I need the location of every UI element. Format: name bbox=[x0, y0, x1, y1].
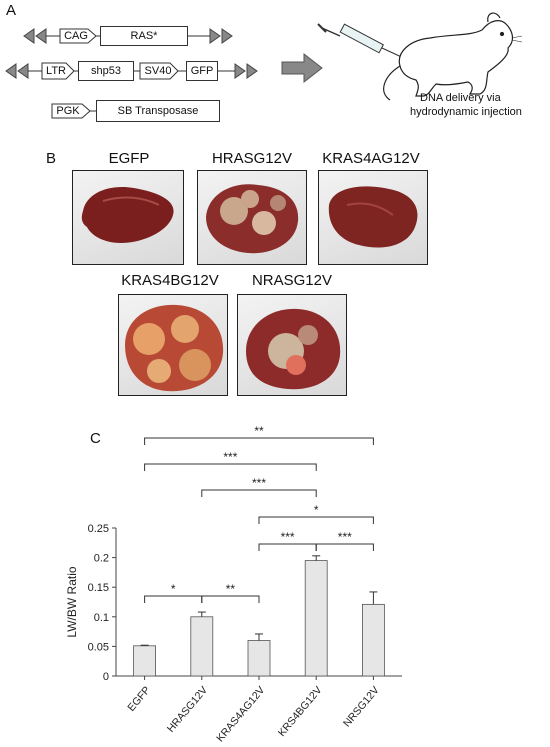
bar bbox=[190, 616, 214, 677]
significance-label: ** bbox=[226, 582, 236, 596]
liver-label-kras4ag12v: KRAS4AG12V bbox=[322, 150, 420, 167]
y-tick-label: 0.05 bbox=[88, 641, 109, 653]
y-tick-label: 0.1 bbox=[94, 612, 109, 624]
construct1-left-itr bbox=[23, 28, 47, 44]
construct2-ltr-arrow bbox=[41, 62, 75, 80]
x-tick-label: NRSG12V bbox=[341, 684, 382, 729]
significance-label: *** bbox=[223, 450, 237, 464]
y-axis-label: LW/BW Ratio bbox=[65, 566, 79, 637]
liver-label-egfp: EGFP bbox=[108, 150, 150, 167]
significance-label: *** bbox=[281, 530, 295, 544]
delivery-text-line2: hydrodynamic injection bbox=[410, 106, 522, 118]
y-tick-label: 0 bbox=[103, 671, 109, 683]
construct-diagrams bbox=[5, 12, 523, 119]
x-tick-label: EGFP bbox=[125, 684, 153, 714]
significance-bracket bbox=[144, 595, 203, 603]
construct3-gene-box: SB Transposase bbox=[96, 100, 220, 122]
liver-label-hrasg12v: HRASG12V bbox=[211, 150, 293, 167]
y-tick-label: 0.2 bbox=[94, 553, 109, 565]
significance-bracket bbox=[201, 595, 260, 603]
construct2-gene-box: shp53 bbox=[78, 61, 134, 81]
significance-label: * bbox=[171, 582, 176, 596]
x-tick-label: HRASG12V bbox=[165, 684, 210, 735]
liver-label-kras4bg12v: KRAS4BG12V bbox=[121, 272, 219, 289]
delivery-text-line1: DNA delivery via bbox=[420, 92, 501, 104]
construct1-promoter-label: CAG bbox=[64, 30, 88, 42]
bar bbox=[361, 603, 385, 677]
significance-bracket bbox=[315, 543, 374, 551]
panel-b-label: B bbox=[46, 150, 57, 167]
liver-photo-kras4ag12v bbox=[318, 170, 428, 265]
significance-bracket bbox=[144, 463, 317, 471]
liver-photo-egfp bbox=[72, 170, 184, 265]
liver-photo-hrasg12v bbox=[197, 170, 307, 265]
construct1-gene-box: RAS* bbox=[100, 26, 188, 46]
delivery-arrow bbox=[281, 52, 323, 84]
liver-photo-nrasg12v bbox=[237, 294, 347, 396]
significance-label: ** bbox=[254, 424, 264, 438]
bar bbox=[247, 640, 271, 677]
liver-photo-kras4bg12v bbox=[118, 294, 228, 396]
x-tick-label: KRAS4AG12V bbox=[214, 684, 267, 744]
significance-bracket bbox=[258, 516, 374, 524]
syringe-icon bbox=[317, 23, 409, 61]
construct2-sv40-arrow bbox=[139, 62, 179, 80]
construct3-pgk-arrow bbox=[51, 103, 91, 119]
panel-c-label: C bbox=[90, 430, 101, 447]
significance-bracket bbox=[201, 489, 317, 497]
y-tick-label: 0.15 bbox=[88, 582, 109, 594]
construct2-right-itr bbox=[234, 63, 258, 79]
bar bbox=[133, 645, 157, 677]
mouse-icon bbox=[383, 12, 523, 101]
significance-label: *** bbox=[338, 530, 352, 544]
significance-label: * bbox=[314, 503, 319, 517]
significance-bracket bbox=[144, 437, 374, 445]
y-tick-label: 0.25 bbox=[88, 523, 109, 535]
construct2-gfp-box: GFP bbox=[186, 61, 218, 81]
liver-label-nrasg12v: NRASG12V bbox=[251, 272, 333, 289]
construct2-ltr-label: LTR bbox=[46, 65, 66, 77]
bar bbox=[304, 560, 328, 677]
significance-bracket bbox=[258, 543, 317, 551]
construct2-sv40-label: SV40 bbox=[144, 65, 172, 77]
construct1-right-itr bbox=[209, 28, 233, 44]
significance-label: *** bbox=[252, 476, 266, 490]
construct1-promoter-arrow bbox=[59, 28, 97, 44]
panel-a-label: A bbox=[6, 2, 17, 19]
lw-bw-bar-chart: 0 0.05 0.1 0.15 0.2 0.25 LW/BW Ratio EGFP HRASG1… bbox=[65, 424, 402, 744]
x-tick-label: KRS4BG12V bbox=[276, 684, 325, 739]
construct3-pgk-label: PGK bbox=[56, 105, 80, 117]
construct2-left-itr bbox=[5, 63, 29, 79]
